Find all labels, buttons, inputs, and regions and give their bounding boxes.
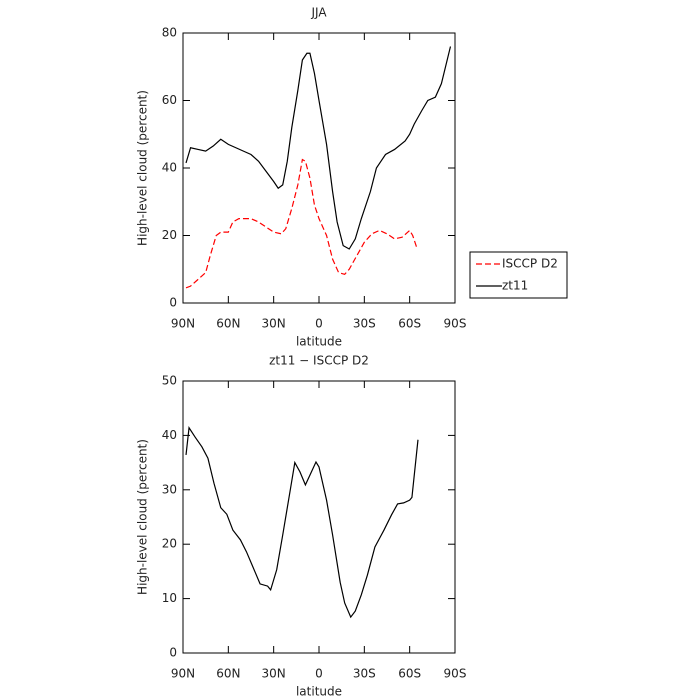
y-tick-label: 20 <box>162 228 177 242</box>
chart-title: JJA <box>310 6 327 20</box>
y-tick-label: 60 <box>162 93 177 107</box>
y-tick-label: 20 <box>162 537 177 551</box>
y-tick-label: 80 <box>162 26 177 40</box>
x-tick-label: 90N <box>171 667 195 681</box>
y-tick-label: 10 <box>162 591 177 605</box>
x-tick-label: 90N <box>171 317 195 331</box>
series-line <box>185 158 418 289</box>
x-tick-label: 60N <box>216 317 240 331</box>
y-tick-label: 40 <box>162 428 177 442</box>
x-tick-label: 30N <box>262 667 286 681</box>
plot-frame <box>182 380 456 654</box>
chart-title: zt11 − ISCCP D2 <box>269 354 369 368</box>
series-line <box>185 426 419 619</box>
y-tick-label: 0 <box>169 646 177 660</box>
legend-label: zt11 <box>502 279 528 293</box>
x-tick-label: 60N <box>216 667 240 681</box>
y-tick-label: 40 <box>162 161 177 175</box>
y-tick-label: 0 <box>169 296 177 310</box>
x-tick-label: 90S <box>444 667 467 681</box>
x-tick-label: 30S <box>353 317 376 331</box>
x-tick-label: 60S <box>398 667 421 681</box>
y-tick-label: 30 <box>162 482 177 496</box>
y-tick-label: 50 <box>162 374 177 388</box>
x-tick-label: 0 <box>315 317 323 331</box>
legend-label: ISCCP D2 <box>502 257 558 271</box>
x-tick-label: 30N <box>262 317 286 331</box>
x-axis-label: latitude <box>296 685 342 699</box>
x-tick-label: 90S <box>444 317 467 331</box>
x-tick-label: 30S <box>353 667 376 681</box>
x-axis-label: latitude <box>296 335 342 349</box>
x-tick-label: 0 <box>315 667 323 681</box>
legend-box <box>469 251 568 299</box>
plot-frame <box>182 32 456 304</box>
y-axis-label: High-level cloud (percent) <box>136 439 150 595</box>
y-axis-label: High-level cloud (percent) <box>136 90 150 246</box>
x-tick-label: 60S <box>398 317 421 331</box>
series-line <box>185 46 452 250</box>
